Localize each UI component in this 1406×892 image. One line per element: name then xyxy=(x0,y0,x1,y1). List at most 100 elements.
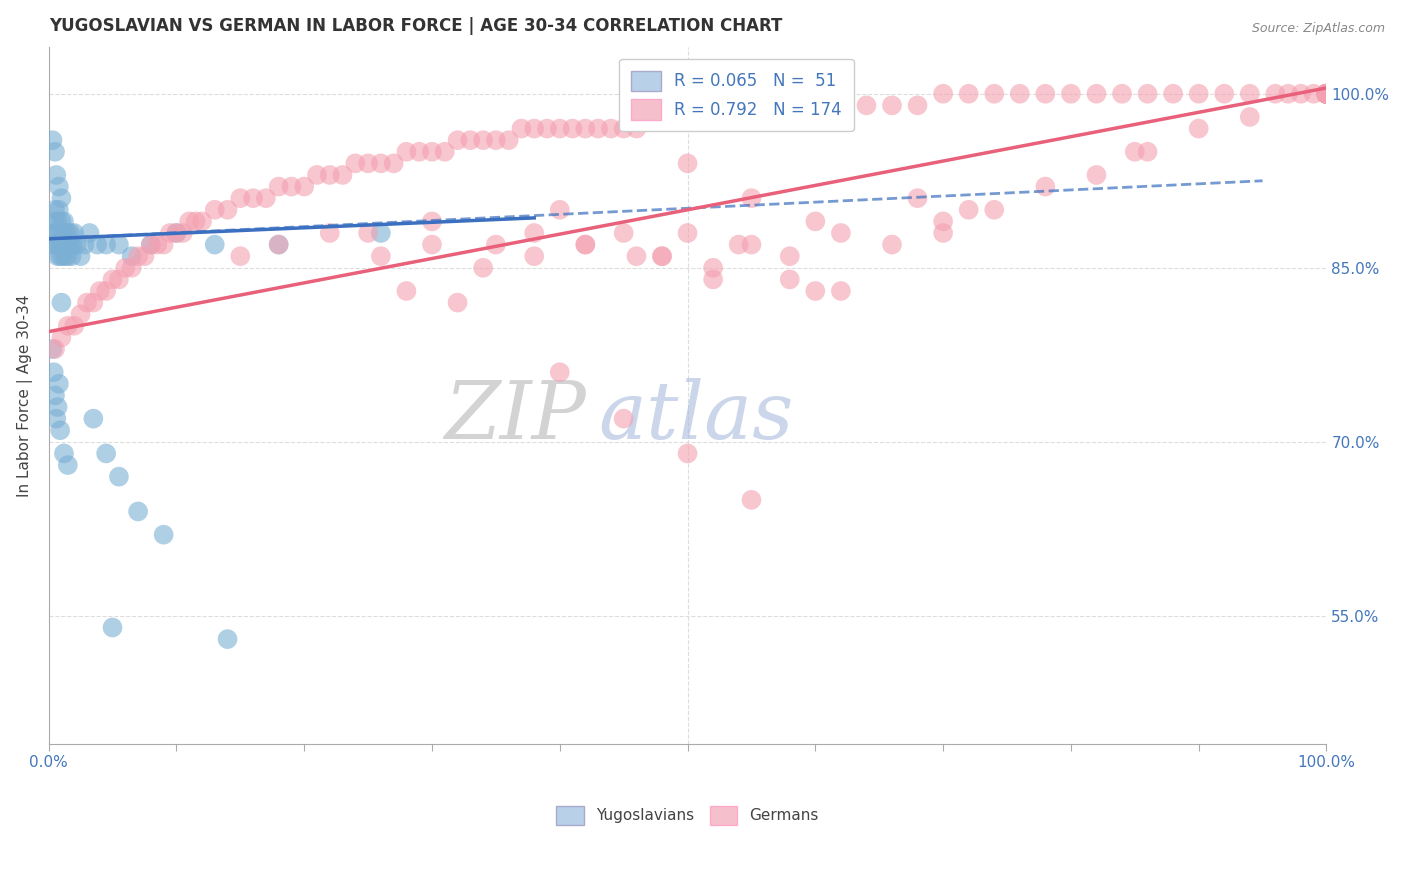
Point xyxy=(472,133,495,147)
Point xyxy=(907,98,929,112)
Point xyxy=(56,226,79,240)
Point xyxy=(1315,87,1337,101)
Point xyxy=(165,226,187,240)
Point xyxy=(779,98,801,112)
Point xyxy=(94,237,117,252)
Point xyxy=(101,620,124,634)
Point xyxy=(804,284,827,298)
Point xyxy=(830,284,852,298)
Point xyxy=(1315,87,1337,101)
Point xyxy=(184,214,207,228)
Point xyxy=(45,237,67,252)
Point xyxy=(139,237,162,252)
Point xyxy=(1315,87,1337,101)
Point xyxy=(574,237,596,252)
Point xyxy=(48,376,70,391)
Point xyxy=(217,202,239,217)
Point xyxy=(204,237,226,252)
Point xyxy=(574,121,596,136)
Point xyxy=(855,98,877,112)
Point xyxy=(651,249,673,263)
Point xyxy=(395,284,418,298)
Point xyxy=(1315,87,1337,101)
Point xyxy=(651,110,673,124)
Point xyxy=(108,469,131,483)
Point xyxy=(536,121,558,136)
Point xyxy=(52,446,75,460)
Point xyxy=(62,237,84,252)
Point xyxy=(880,237,903,252)
Point xyxy=(676,226,699,240)
Point xyxy=(446,295,468,310)
Point xyxy=(66,237,89,252)
Point xyxy=(1008,87,1031,101)
Point xyxy=(574,237,596,252)
Point xyxy=(108,237,131,252)
Point xyxy=(56,318,79,333)
Point xyxy=(165,226,187,240)
Point xyxy=(139,237,162,252)
Point xyxy=(51,295,73,310)
Point xyxy=(172,226,194,240)
Point xyxy=(159,226,181,240)
Point xyxy=(204,202,226,217)
Point xyxy=(1085,87,1108,101)
Point xyxy=(42,365,65,379)
Point xyxy=(626,121,648,136)
Point xyxy=(45,168,67,182)
Point xyxy=(179,214,201,228)
Point xyxy=(63,318,86,333)
Point xyxy=(44,202,66,217)
Point xyxy=(242,191,264,205)
Point xyxy=(82,411,104,425)
Point xyxy=(51,214,73,228)
Point xyxy=(332,168,354,182)
Point xyxy=(754,110,776,124)
Point xyxy=(1315,87,1337,101)
Point xyxy=(957,87,980,101)
Point xyxy=(229,249,252,263)
Point xyxy=(114,260,136,275)
Point xyxy=(1315,87,1337,101)
Point xyxy=(370,156,392,170)
Point xyxy=(56,249,79,263)
Point xyxy=(121,249,143,263)
Point xyxy=(1315,87,1337,101)
Point xyxy=(1315,87,1337,101)
Point xyxy=(1315,87,1337,101)
Point xyxy=(420,237,443,252)
Point xyxy=(676,156,699,170)
Point xyxy=(127,504,149,518)
Point xyxy=(1213,87,1236,101)
Point xyxy=(127,249,149,263)
Point xyxy=(58,237,80,252)
Point xyxy=(1188,121,1211,136)
Point xyxy=(1315,87,1337,101)
Point xyxy=(79,226,101,240)
Point xyxy=(121,260,143,275)
Point xyxy=(1315,87,1337,101)
Point xyxy=(370,226,392,240)
Point xyxy=(740,492,762,507)
Point xyxy=(1315,87,1337,101)
Point xyxy=(779,272,801,286)
Point xyxy=(1033,179,1056,194)
Point xyxy=(76,295,98,310)
Point xyxy=(1315,87,1337,101)
Point xyxy=(599,121,621,136)
Point xyxy=(460,133,482,147)
Point xyxy=(370,249,392,263)
Point xyxy=(651,249,673,263)
Point xyxy=(46,214,69,228)
Point xyxy=(740,191,762,205)
Legend: Yugoslavians, Germans: Yugoslavians, Germans xyxy=(550,800,825,830)
Point xyxy=(55,237,77,252)
Point xyxy=(1302,87,1324,101)
Point xyxy=(108,272,131,286)
Point xyxy=(45,411,67,425)
Point xyxy=(94,284,117,298)
Point xyxy=(727,237,749,252)
Point xyxy=(446,133,468,147)
Point xyxy=(1315,87,1337,101)
Point xyxy=(485,237,508,252)
